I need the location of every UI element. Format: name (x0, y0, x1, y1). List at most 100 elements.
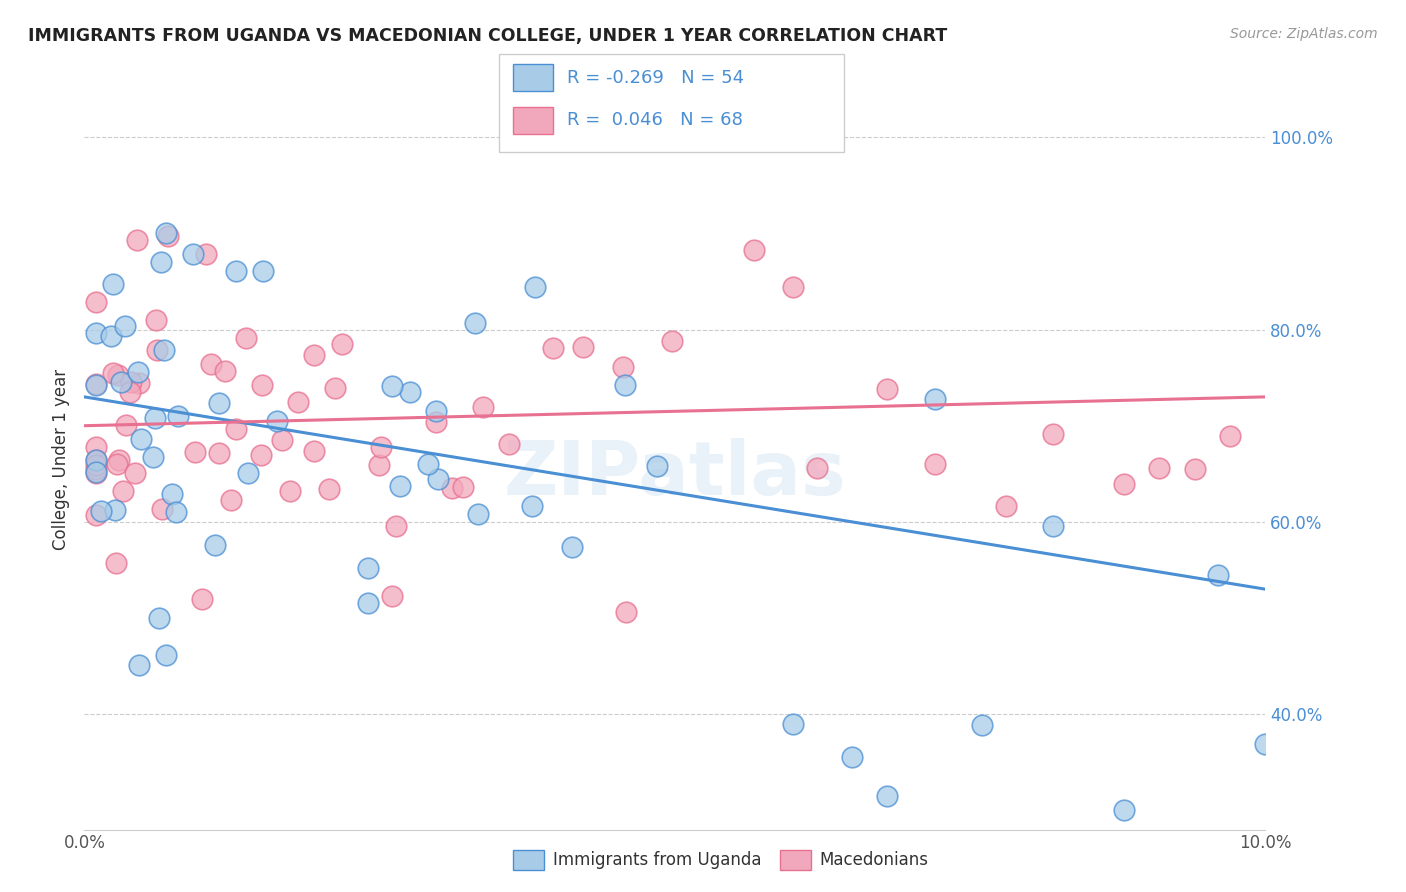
Point (84, 295, 107, 310)
Point (184, 445, 207, 459)
Point (155, 226, 177, 240)
Point (876, 382, 898, 396)
Point (841, 750, 863, 764)
Point (418, 457, 440, 471)
Point (107, 368, 129, 382)
Point (84, 378, 107, 392)
Point (1112, 476, 1135, 491)
Point (381, 379, 404, 393)
Text: Immigrants from Uganda: Immigrants from Uganda (553, 851, 761, 869)
Point (427, 472, 450, 486)
Point (572, 340, 595, 354)
Point (924, 392, 946, 406)
Point (160, 486, 183, 500)
Point (141, 450, 163, 464)
Point (425, 403, 447, 417)
Point (111, 483, 134, 498)
Point (1254, 737, 1277, 751)
Point (104, 503, 127, 517)
Point (84, 462, 107, 476)
Point (613, 377, 636, 392)
Point (84, 465, 107, 479)
Point (157, 229, 180, 244)
Point (194, 247, 217, 261)
Point (1112, 803, 1135, 817)
Text: R =  0.046   N = 68: R = 0.046 N = 68 (567, 112, 742, 129)
Point (129, 433, 152, 447)
Point (128, 376, 150, 390)
Point (150, 501, 173, 516)
Point (1147, 460, 1170, 475)
Point (101, 277, 124, 291)
Point (464, 316, 486, 330)
Point (108, 453, 131, 467)
Point (100, 329, 122, 343)
Point (924, 458, 946, 472)
Point (200, 357, 222, 371)
Point (84, 458, 107, 473)
Point (155, 648, 177, 662)
Point (994, 499, 1017, 513)
Point (876, 789, 898, 803)
Point (84, 452, 107, 467)
Text: ZIPatlas: ZIPatlas (503, 438, 846, 511)
Point (208, 396, 231, 410)
Point (181, 247, 204, 261)
Point (127, 365, 149, 379)
Point (614, 605, 637, 619)
Point (125, 233, 148, 247)
Point (84, 440, 107, 454)
Point (84, 508, 107, 522)
Point (742, 243, 765, 257)
Point (1219, 428, 1241, 442)
Text: Macedonians: Macedonians (820, 851, 929, 869)
Point (661, 334, 683, 349)
Point (385, 519, 408, 533)
Point (150, 255, 173, 269)
Point (114, 318, 136, 333)
Point (381, 589, 404, 603)
Point (323, 381, 346, 395)
Point (467, 507, 489, 521)
Point (90, 504, 112, 518)
Y-axis label: College, Under 1 year: College, Under 1 year (52, 368, 70, 550)
Point (647, 458, 669, 473)
Point (541, 342, 564, 356)
Point (148, 610, 170, 624)
Point (271, 433, 294, 447)
Point (105, 556, 128, 570)
Point (120, 375, 142, 389)
Point (451, 480, 474, 494)
Point (225, 422, 247, 436)
Text: IMMIGRANTS FROM UGANDA VS MACEDONIAN COLLEGE, UNDER 1 YEAR CORRELATION CHART: IMMIGRANTS FROM UGANDA VS MACEDONIAN COL… (28, 27, 948, 45)
Point (153, 343, 176, 357)
Point (782, 280, 804, 294)
Point (524, 280, 547, 294)
Point (471, 400, 494, 414)
Point (225, 263, 247, 277)
Point (250, 378, 273, 392)
Point (128, 657, 150, 672)
Text: R = -0.269   N = 54: R = -0.269 N = 54 (567, 69, 744, 87)
Point (356, 560, 378, 574)
Point (782, 716, 804, 731)
Point (103, 367, 125, 381)
Point (441, 481, 464, 495)
Point (84, 453, 107, 467)
Point (238, 466, 260, 480)
Point (302, 444, 325, 458)
Point (249, 448, 271, 462)
Point (167, 409, 190, 424)
Point (357, 596, 380, 610)
Point (145, 313, 167, 327)
Point (561, 541, 583, 555)
Point (266, 414, 288, 428)
Point (399, 384, 422, 399)
Point (1042, 426, 1064, 441)
Point (318, 482, 340, 496)
Text: Source: ZipAtlas.com: Source: ZipAtlas.com (1230, 27, 1378, 41)
Point (145, 343, 167, 357)
Point (520, 499, 543, 513)
Point (302, 348, 325, 362)
Point (118, 384, 141, 399)
